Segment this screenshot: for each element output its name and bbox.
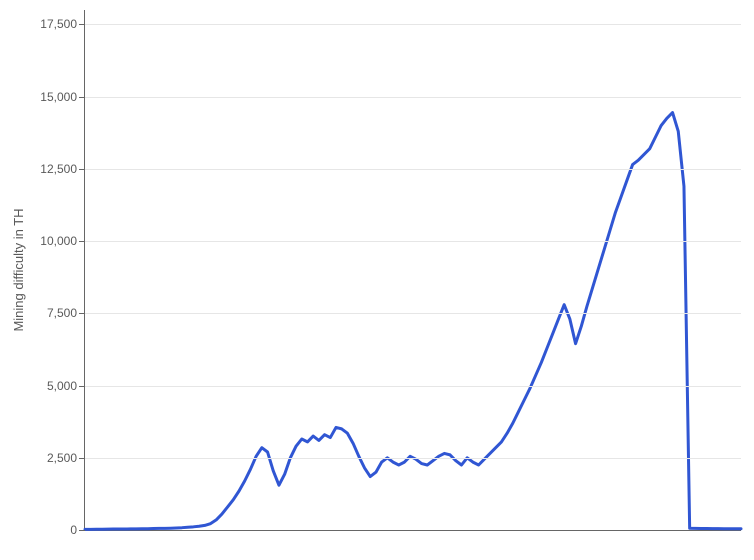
y-tick-label: 15,000 xyxy=(40,90,85,104)
y-tick-label: 7,500 xyxy=(47,306,85,320)
y-gridline xyxy=(85,97,741,98)
data-line xyxy=(85,113,741,530)
chart-container: 02,5005,0007,50010,00012,50015,00017,500… xyxy=(0,0,754,560)
y-tick-label: 5,000 xyxy=(47,379,85,393)
y-tick-label: 17,500 xyxy=(40,17,85,31)
y-tick-label: 12,500 xyxy=(40,162,85,176)
line-chart-svg xyxy=(85,10,741,530)
y-gridline xyxy=(85,169,741,170)
y-gridline xyxy=(85,313,741,314)
plot-area: 02,5005,0007,50010,00012,50015,00017,500 xyxy=(84,10,741,531)
y-tick-label: 2,500 xyxy=(47,451,85,465)
y-gridline xyxy=(85,24,741,25)
y-tick-label: 0 xyxy=(70,523,85,537)
y-gridline xyxy=(85,241,741,242)
y-tick-label: 10,000 xyxy=(40,234,85,248)
y-gridline xyxy=(85,458,741,459)
y-gridline xyxy=(85,386,741,387)
y-axis-title: Mining difficulty in TH xyxy=(11,208,26,331)
